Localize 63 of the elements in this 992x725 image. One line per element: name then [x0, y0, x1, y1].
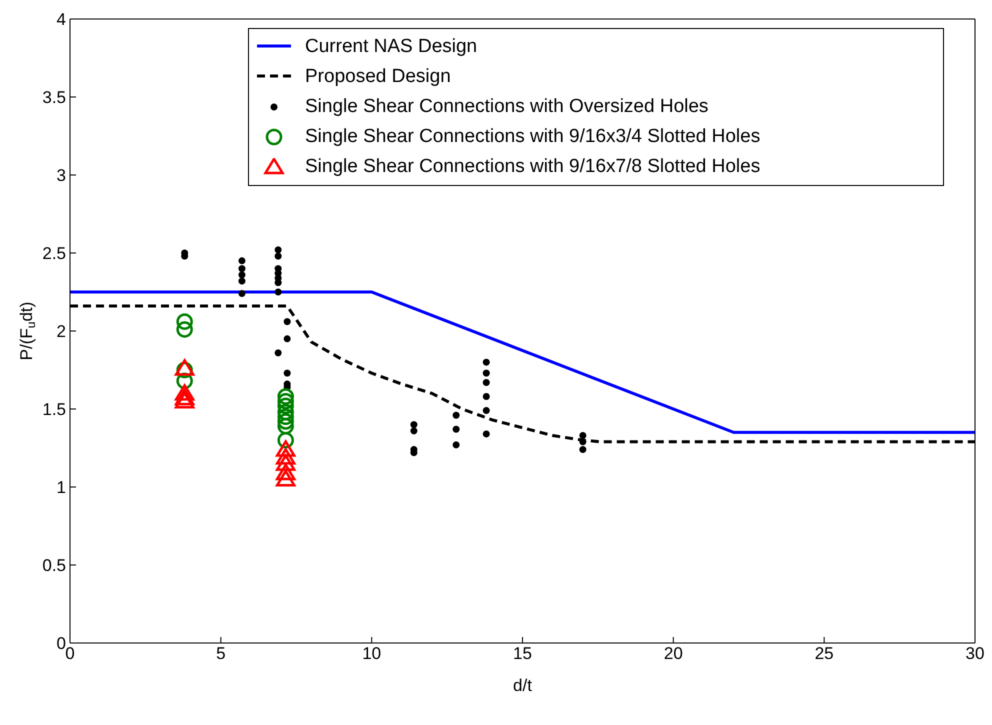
- point: [579, 446, 586, 454]
- y-tick-label: 1.5: [42, 400, 66, 420]
- point: [238, 290, 246, 298]
- y-tick-label: 4: [56, 10, 66, 30]
- point: [276, 454, 296, 471]
- x-tick-label: 15: [513, 644, 532, 664]
- x-tick-label: 5: [216, 644, 226, 664]
- point: [176, 321, 193, 338]
- point: [276, 440, 296, 457]
- point: [482, 358, 490, 366]
- point: [238, 257, 246, 264]
- point: [452, 426, 460, 433]
- legend-label: Single Shear Connections with Oversized Holes: [305, 96, 708, 118]
- point: [274, 252, 282, 260]
- point: [174, 392, 194, 408]
- point: [452, 441, 460, 448]
- point: [410, 421, 418, 428]
- x-axis-title: d/t: [513, 676, 532, 695]
- point: [238, 271, 246, 278]
- point: [482, 430, 490, 438]
- point: [284, 370, 291, 377]
- point: [276, 464, 296, 480]
- point: [277, 392, 294, 410]
- point: [482, 407, 490, 414]
- y-tick-label: 2: [56, 322, 66, 342]
- x-tick-label: 10: [362, 644, 382, 664]
- point: [284, 335, 291, 342]
- point: [238, 265, 246, 272]
- point: [174, 388, 194, 406]
- point: [579, 432, 586, 440]
- point: [277, 398, 294, 414]
- point: [452, 412, 460, 419]
- point: [284, 318, 291, 326]
- point: [174, 384, 194, 401]
- x-tick-label: 30: [966, 644, 984, 664]
- y-tick-label: 3.5: [42, 88, 66, 108]
- legend-label: Proposed Design: [305, 66, 451, 88]
- y-tick-label: 2.5: [42, 244, 66, 264]
- point: [482, 393, 490, 400]
- point: [482, 370, 490, 377]
- y-tick-label: 0.5: [42, 556, 66, 576]
- legend-label: Current NAS Design: [305, 36, 478, 58]
- legend-label: Single Shear Connections with 9/16x3/4 Slotted Holes: [305, 126, 760, 148]
- point: [482, 378, 490, 386]
- point: [276, 448, 296, 465]
- point: [274, 279, 282, 286]
- point: [277, 388, 294, 405]
- point: [277, 408, 294, 426]
- point: [277, 418, 294, 434]
- y-tick-label: 1: [56, 478, 66, 498]
- point: [277, 413, 294, 430]
- point: [274, 349, 282, 356]
- point: [579, 438, 586, 446]
- legend-label: Single Shear Connections with 9/16x7/8 Slotted Holes: [305, 156, 760, 178]
- point: [276, 470, 296, 486]
- y-tick-label: 3: [56, 166, 66, 186]
- point: [176, 313, 193, 330]
- point: [410, 427, 418, 434]
- point: [274, 246, 282, 254]
- point: [238, 278, 246, 285]
- x-tick-label: 25: [814, 644, 834, 664]
- point: [274, 288, 282, 296]
- x-tick-label: 20: [664, 644, 683, 664]
